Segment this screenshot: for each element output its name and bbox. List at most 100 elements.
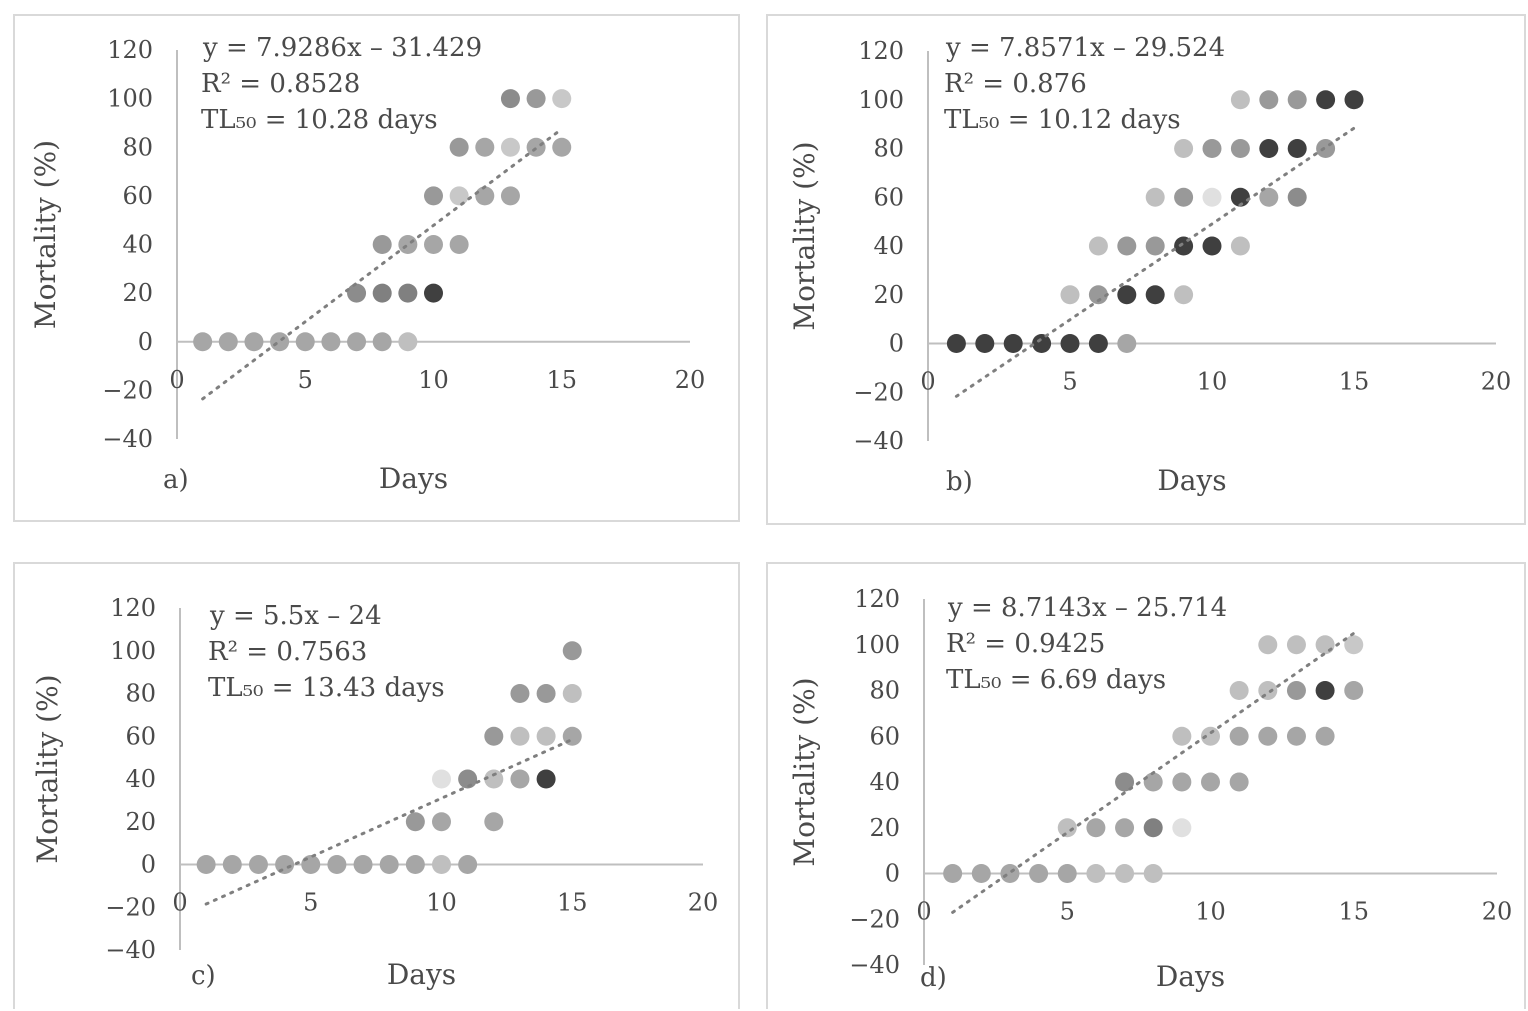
data-point — [1286, 681, 1306, 700]
y-tick-label: −40 — [102, 425, 153, 453]
data-point — [475, 137, 495, 157]
x-tick-label: 0 — [920, 368, 935, 396]
data-point — [500, 186, 520, 206]
y-tick-label: 40 — [122, 231, 153, 259]
data-point — [1057, 864, 1077, 883]
data-point — [1117, 334, 1137, 353]
x-tick-label: 5 — [1062, 368, 1077, 396]
data-point — [1060, 285, 1080, 305]
y-tick-label: 60 — [122, 182, 153, 210]
y-tick-label: −20 — [849, 905, 900, 933]
y-tick-label: 20 — [125, 808, 156, 836]
chart-panel-c: −40 −20 0 20 40 60 80 100 120 0 5 10 15 20 y = 5.5x – … — [13, 562, 740, 1009]
data-point — [1000, 864, 1020, 883]
y-tick-label: 40 — [873, 232, 904, 260]
data-point — [500, 89, 520, 109]
data-point — [1315, 635, 1335, 655]
data-point — [1117, 236, 1137, 256]
data-point — [562, 641, 582, 661]
y-tick-label: 0 — [141, 851, 156, 879]
data-point — [458, 855, 478, 874]
data-point — [536, 769, 556, 789]
x-axis-title: Days — [387, 958, 456, 991]
x-tick-label: 10 — [1195, 898, 1226, 926]
y-tick-label: 60 — [869, 722, 900, 750]
x-tick-label: 10 — [1197, 368, 1228, 396]
data-point — [1088, 236, 1108, 256]
data-point — [1316, 139, 1336, 158]
data-point — [1229, 681, 1249, 700]
x-tick-label: 0 — [916, 898, 931, 926]
chart-panel-b: −40 −20 0 20 40 60 80 100 120 0 5 10 15 20 y = 7.8571x… — [766, 14, 1526, 525]
y-axis-title: Mortality (%) — [788, 141, 821, 330]
data-point — [971, 864, 991, 883]
y-tick-label: 80 — [125, 680, 156, 708]
data-point — [458, 769, 478, 789]
data-point — [1145, 285, 1165, 305]
data-point — [398, 283, 418, 303]
data-point — [1230, 187, 1250, 207]
data-point — [398, 332, 418, 352]
tl50-value: TL₅₀ = 10.28 days — [201, 105, 438, 135]
y-tick-label: −40 — [849, 951, 900, 979]
data-point — [372, 283, 392, 303]
r-squared: R² = 0.7563 — [208, 637, 367, 667]
tl50-value: TL₅₀ = 6.69 days — [946, 665, 1166, 695]
trendline — [204, 737, 574, 906]
panel-label-c: c) — [191, 961, 216, 991]
data-point — [1115, 772, 1135, 792]
x-tick-label: 15 — [546, 366, 577, 394]
data-point — [301, 855, 321, 874]
data-point — [347, 332, 367, 352]
data-point — [1115, 864, 1135, 883]
data-point — [1344, 90, 1364, 110]
y-tick-label: 0 — [138, 328, 153, 356]
y-tick-label: 40 — [869, 768, 900, 796]
data-point — [432, 769, 451, 789]
x-axis-title: Days — [379, 462, 448, 495]
data-point — [295, 332, 315, 352]
data-point — [1315, 726, 1335, 746]
data-point — [372, 332, 392, 352]
r-squared: R² = 0.9425 — [946, 629, 1105, 659]
y-tick-label: 80 — [869, 677, 900, 705]
data-point — [424, 186, 443, 206]
y-tick-label: 0 — [885, 860, 900, 888]
x-tick-label: 20 — [675, 366, 706, 394]
tl50-value: TL₅₀ = 10.12 days — [944, 105, 1181, 135]
data-point — [562, 726, 582, 746]
data-point — [270, 332, 290, 352]
data-point — [1287, 90, 1307, 110]
x-tick-label: 15 — [557, 889, 588, 917]
data-point — [244, 332, 264, 352]
data-point — [1230, 236, 1250, 256]
x-tick-label: 0 — [172, 889, 187, 917]
data-point — [1258, 635, 1278, 655]
x-tick-label: 20 — [688, 889, 719, 917]
data-point — [1287, 139, 1307, 158]
data-point — [1143, 818, 1163, 838]
data-point — [500, 137, 520, 157]
data-point — [405, 855, 425, 874]
trendline-equation: y = 7.8571x – 29.524 — [945, 33, 1225, 63]
data-point — [1143, 772, 1163, 792]
data-point — [1117, 285, 1137, 305]
data-point — [405, 812, 425, 832]
data-point — [536, 684, 556, 703]
data-point — [321, 332, 341, 352]
x-axis-title: Days — [1156, 960, 1225, 993]
y-axis-title: Mortality (%) — [29, 140, 62, 329]
data-point — [1316, 90, 1336, 110]
data-point — [552, 137, 572, 157]
y-tick-label: 20 — [869, 814, 900, 842]
chart-svg-c: −40 −20 0 20 40 60 80 100 120 0 5 10 15 20 y = 5.5x – … — [31, 594, 719, 991]
y-axis-title: Mortality (%) — [31, 674, 64, 863]
data-point — [1060, 334, 1080, 353]
data-point — [1230, 90, 1250, 110]
trendline — [954, 126, 1356, 398]
trendline — [951, 631, 1356, 914]
data-point — [1086, 818, 1106, 838]
trendline-equation: y = 8.7143x – 25.714 — [947, 593, 1227, 623]
data-point — [1286, 726, 1306, 746]
trendline-equation: y = 7.9286x – 31.429 — [202, 33, 482, 63]
